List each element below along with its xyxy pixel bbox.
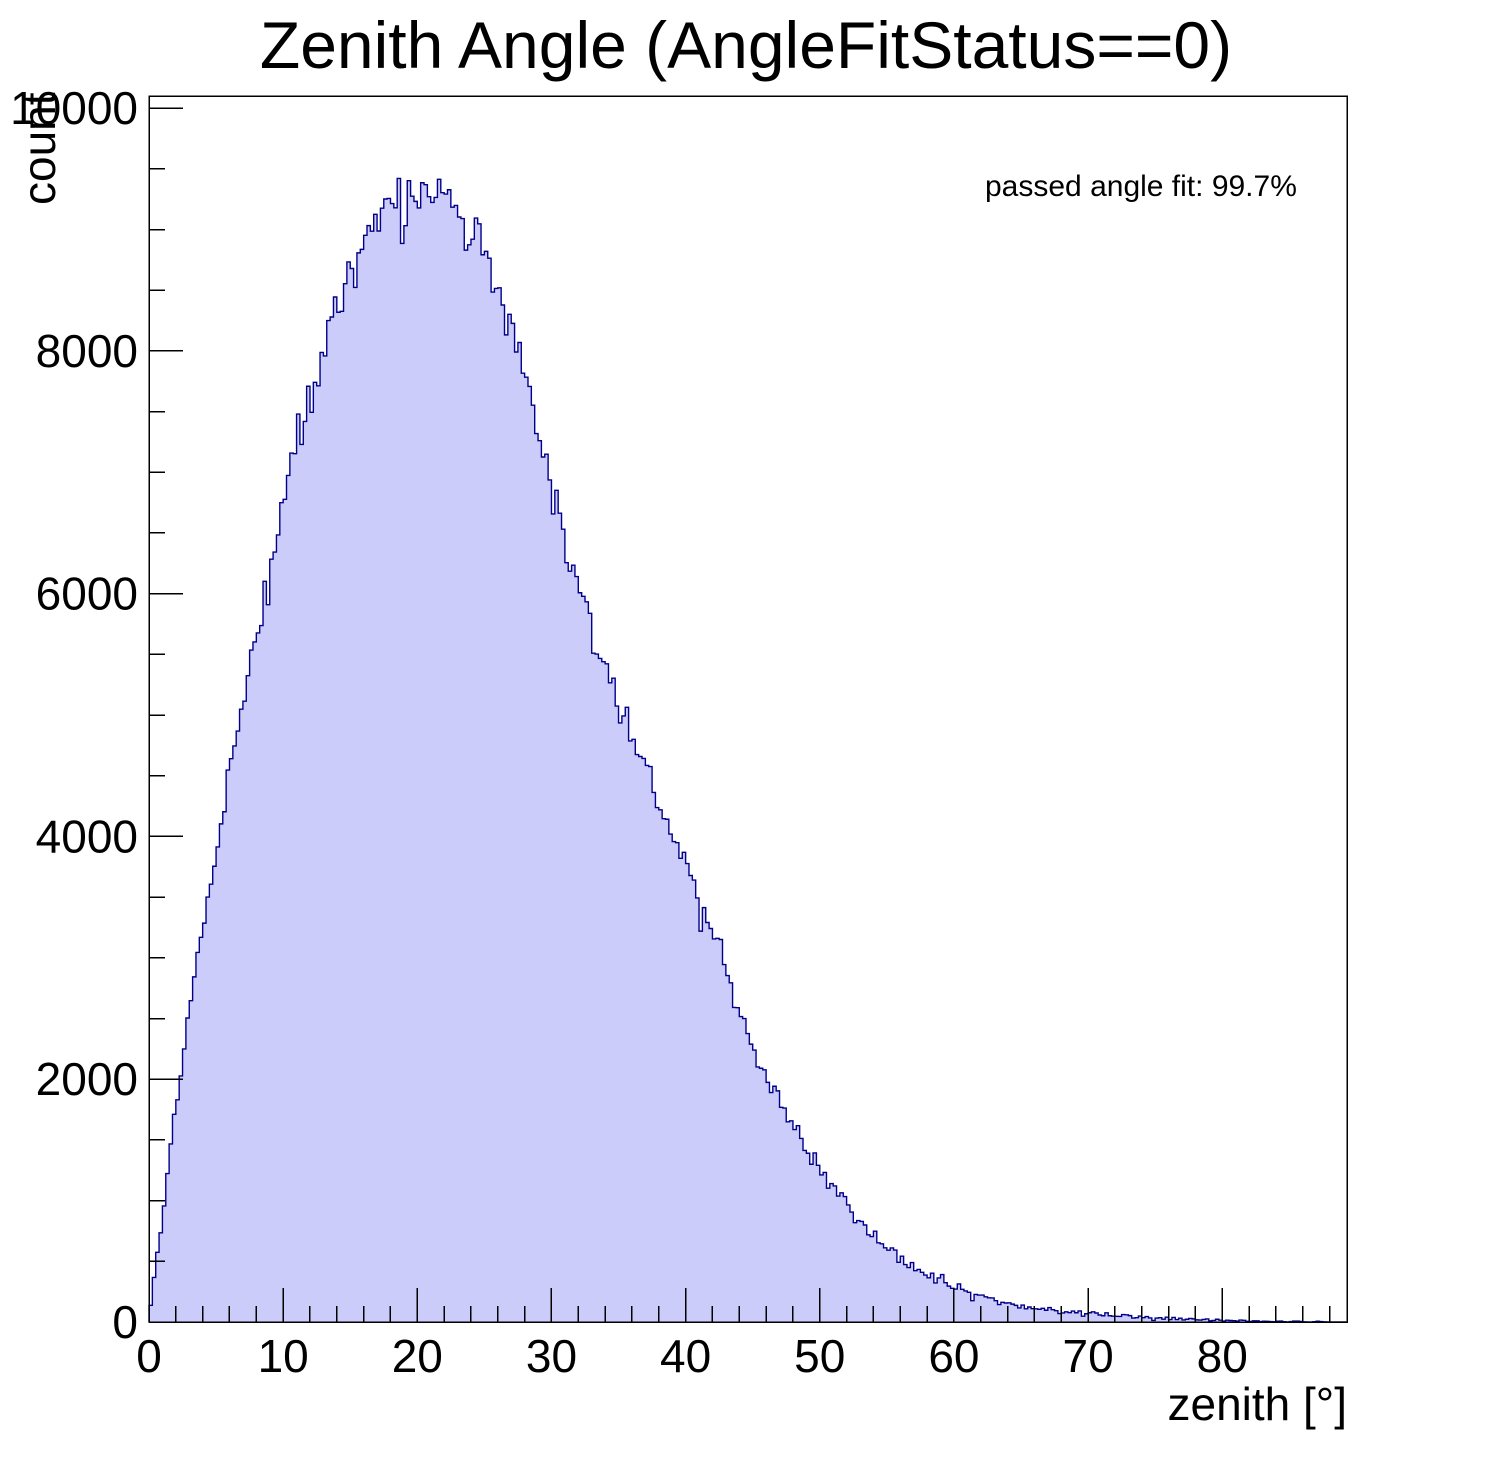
passed-angle-fit-annotation: passed angle fit: 99.7% [985, 170, 1297, 203]
x-tick-label: 10 [258, 1330, 309, 1382]
axes-layer: 0 10 20 30 40 50 60 70 80 0 2000 4000 6000 8000 10000 [10, 82, 1348, 1382]
histogram-outline [148, 177, 1347, 1323]
y-tick-label: 0 [112, 1296, 138, 1348]
x-tick-label: 0 [136, 1330, 162, 1382]
x-tick-label: 30 [526, 1330, 577, 1382]
plot-frame [148, 95, 1348, 1323]
y-tick-label: 6000 [36, 568, 138, 620]
plot-title: Zenith Angle (AngleFitStatus==0) [260, 8, 1232, 82]
y-tick-label: 8000 [36, 325, 138, 377]
x-tick-label: 40 [660, 1330, 711, 1382]
x-tick-label: 20 [392, 1330, 443, 1382]
histogram-fill [149, 178, 1347, 1323]
x-tick-label: 50 [794, 1330, 845, 1382]
x-tick-label: 60 [928, 1330, 979, 1382]
x-axis-title: zenith [°] [1168, 1378, 1348, 1430]
y-axis-title: count [13, 92, 65, 205]
x-tick-label: 80 [1197, 1330, 1248, 1382]
x-tick-label: 70 [1062, 1330, 1113, 1382]
y-tick-label: 4000 [36, 810, 138, 862]
y-tick-label: 2000 [36, 1053, 138, 1105]
histogram-layer [148, 177, 1347, 1323]
y-tick-label: 10000 [10, 82, 138, 134]
